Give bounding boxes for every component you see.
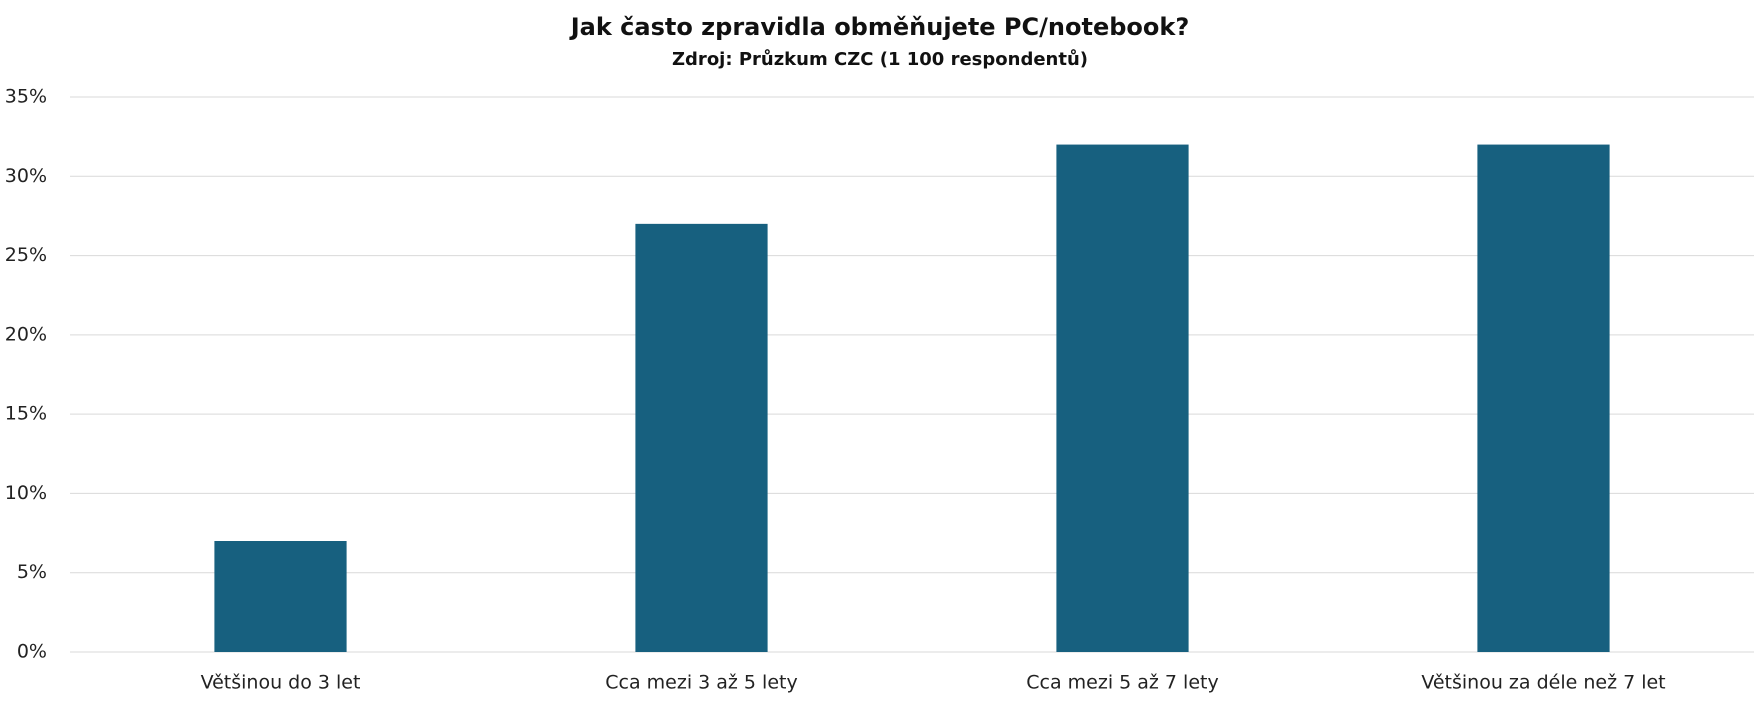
bar [1477,144,1610,653]
y-tick-label: 20% [5,323,47,345]
x-tick-label: Cca mezi 5 až 7 lety [1026,672,1218,694]
y-tick-label: 35% [5,86,47,108]
y-tick-label: 10% [5,482,47,504]
x-tick-label: Většinou za déle než 7 let [1421,672,1665,694]
y-tick-label: 25% [5,244,47,266]
y-tick-label: 15% [5,403,47,425]
bar [214,541,347,652]
bar [635,223,768,652]
chart-subtitle: Zdroj: Průzkum CZC (1 100 respondentů) [672,48,1088,70]
x-tick-label: Cca mezi 3 až 5 lety [605,672,797,694]
chart-title: Jak často zpravidla obměňujete PC/notebo… [569,13,1190,41]
y-tick-label: 5% [17,561,47,583]
bar [1056,144,1189,653]
y-tick-label: 30% [5,165,47,187]
x-tick-label: Většinou do 3 let [201,672,361,694]
y-tick-label: 0% [17,641,47,663]
